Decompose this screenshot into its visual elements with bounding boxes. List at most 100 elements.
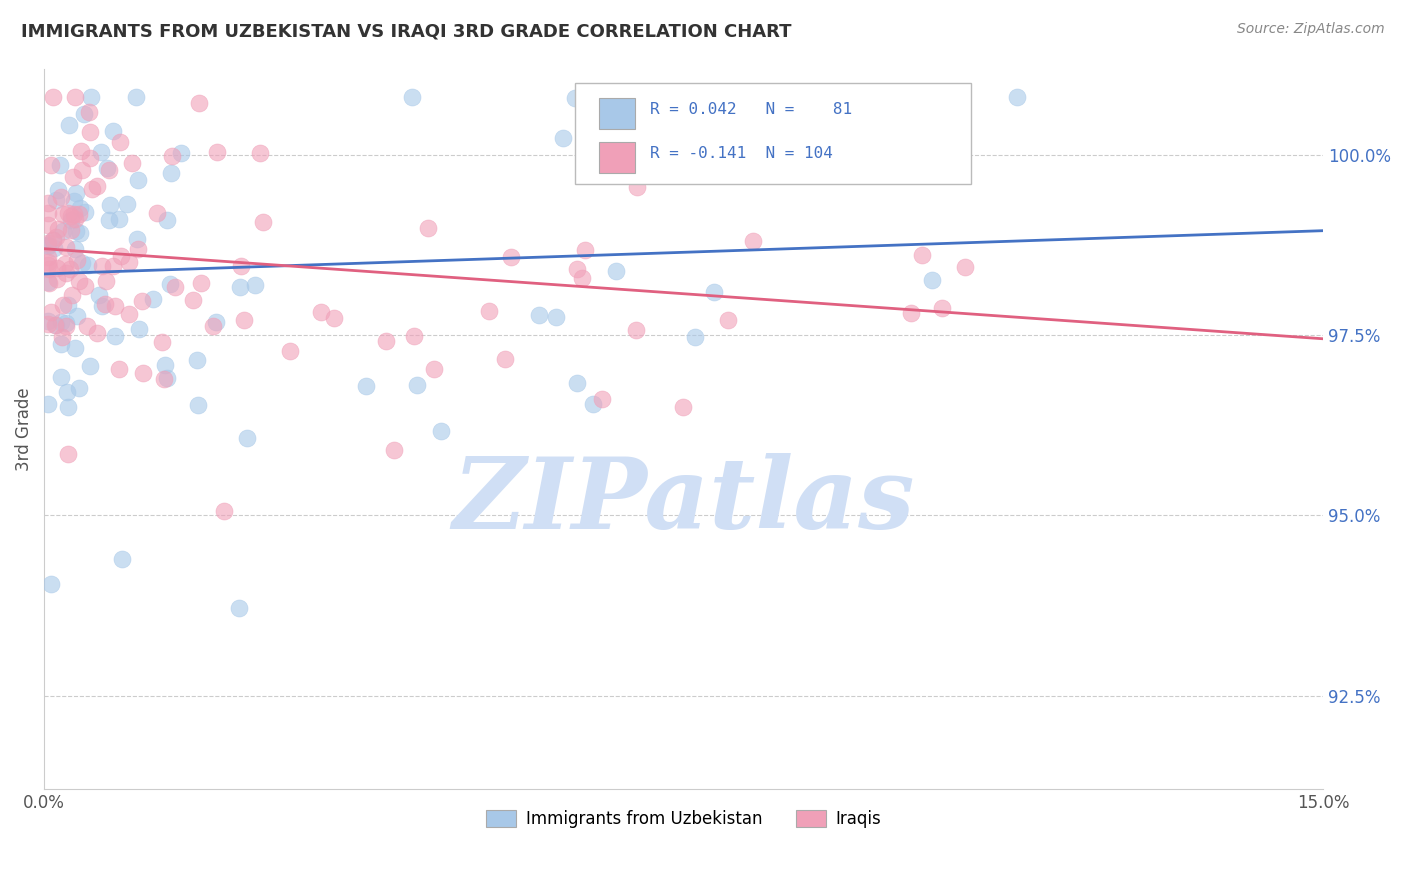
Point <box>155 358 177 372</box>
Point <box>37 255 59 269</box>
Point <box>323 310 346 325</box>
Point <box>121 156 143 170</box>
Point <box>231 260 253 274</box>
Point <box>67 207 90 221</box>
Point <box>103 124 125 138</box>
Point <box>212 504 235 518</box>
Point <box>87 288 110 302</box>
Point <box>55 266 77 280</box>
Point <box>79 151 101 165</box>
Point <box>127 243 149 257</box>
Point <box>44 241 66 255</box>
Point <box>73 107 96 121</box>
Point <box>311 305 333 319</box>
Point <box>401 90 423 104</box>
Point <box>56 447 79 461</box>
Text: IMMIGRANTS FROM UZBEKISTAN VS IRAQI 3RD GRADE CORRELATION CHART: IMMIGRANTS FROM UZBEKISTAN VS IRAQI 3RD … <box>21 22 792 40</box>
Point <box>565 376 588 390</box>
Point <box>591 392 613 407</box>
Y-axis label: 3rd Grade: 3rd Grade <box>15 387 32 471</box>
Point <box>65 224 87 238</box>
Point <box>80 182 103 196</box>
Point <box>107 361 129 376</box>
Point <box>91 259 114 273</box>
Point <box>499 250 522 264</box>
Point <box>77 105 100 120</box>
Point <box>1007 90 1029 104</box>
Point <box>67 274 90 288</box>
Point <box>37 275 59 289</box>
Point <box>37 206 59 220</box>
Point <box>494 352 516 367</box>
Point <box>128 322 150 336</box>
Point <box>37 196 59 211</box>
Point <box>56 401 79 415</box>
Point <box>202 319 225 334</box>
Point <box>229 280 252 294</box>
Point <box>186 398 208 412</box>
Point <box>416 221 439 235</box>
Point <box>187 95 209 110</box>
Point <box>76 319 98 334</box>
Point <box>46 272 69 286</box>
Point <box>58 206 80 220</box>
Point <box>49 158 72 172</box>
Point <box>63 90 86 104</box>
Point <box>165 279 187 293</box>
Point <box>37 237 59 252</box>
Point <box>53 257 76 271</box>
Point <box>56 385 79 400</box>
Point <box>39 158 62 172</box>
Point <box>70 256 93 270</box>
Point <box>55 318 77 333</box>
Point <box>63 242 86 256</box>
Point <box>160 166 183 180</box>
Bar <box>599 143 636 173</box>
Point <box>46 183 69 197</box>
Point <box>63 212 86 227</box>
Point <box>703 285 725 299</box>
Point <box>60 209 83 223</box>
Point <box>146 206 169 220</box>
Point <box>232 312 254 326</box>
Point <box>582 397 605 411</box>
Point <box>118 307 141 321</box>
Point <box>75 278 97 293</box>
Point <box>72 162 94 177</box>
Point <box>683 329 706 343</box>
Point <box>55 240 77 254</box>
Point <box>52 207 75 221</box>
Point <box>382 443 405 458</box>
Point <box>98 198 121 212</box>
Point <box>86 326 108 340</box>
Text: Source: ZipAtlas.com: Source: ZipAtlas.com <box>1237 22 1385 37</box>
Point <box>90 145 112 159</box>
Text: R = -0.141  N = 104: R = -0.141 N = 104 <box>651 145 834 161</box>
Point <box>565 262 588 277</box>
Point <box>37 314 59 328</box>
Point <box>98 212 121 227</box>
Point <box>45 230 67 244</box>
Point <box>37 219 59 233</box>
Point <box>69 201 91 215</box>
Point <box>80 90 103 104</box>
Point <box>55 316 77 330</box>
Point <box>76 258 98 272</box>
Point <box>44 318 66 332</box>
Point <box>911 248 934 262</box>
Point <box>101 260 124 274</box>
Point <box>124 90 146 104</box>
Point <box>159 277 181 292</box>
Point <box>156 213 179 227</box>
Text: R = 0.042   N =    81: R = 0.042 N = 81 <box>651 102 852 117</box>
Point <box>58 118 80 132</box>
Point <box>624 323 647 337</box>
Point <box>69 227 91 241</box>
Point <box>156 371 179 385</box>
Point <box>477 303 499 318</box>
Point <box>605 264 627 278</box>
Point <box>900 306 922 320</box>
Point <box>142 292 165 306</box>
Point <box>131 294 153 309</box>
Point <box>375 334 398 349</box>
